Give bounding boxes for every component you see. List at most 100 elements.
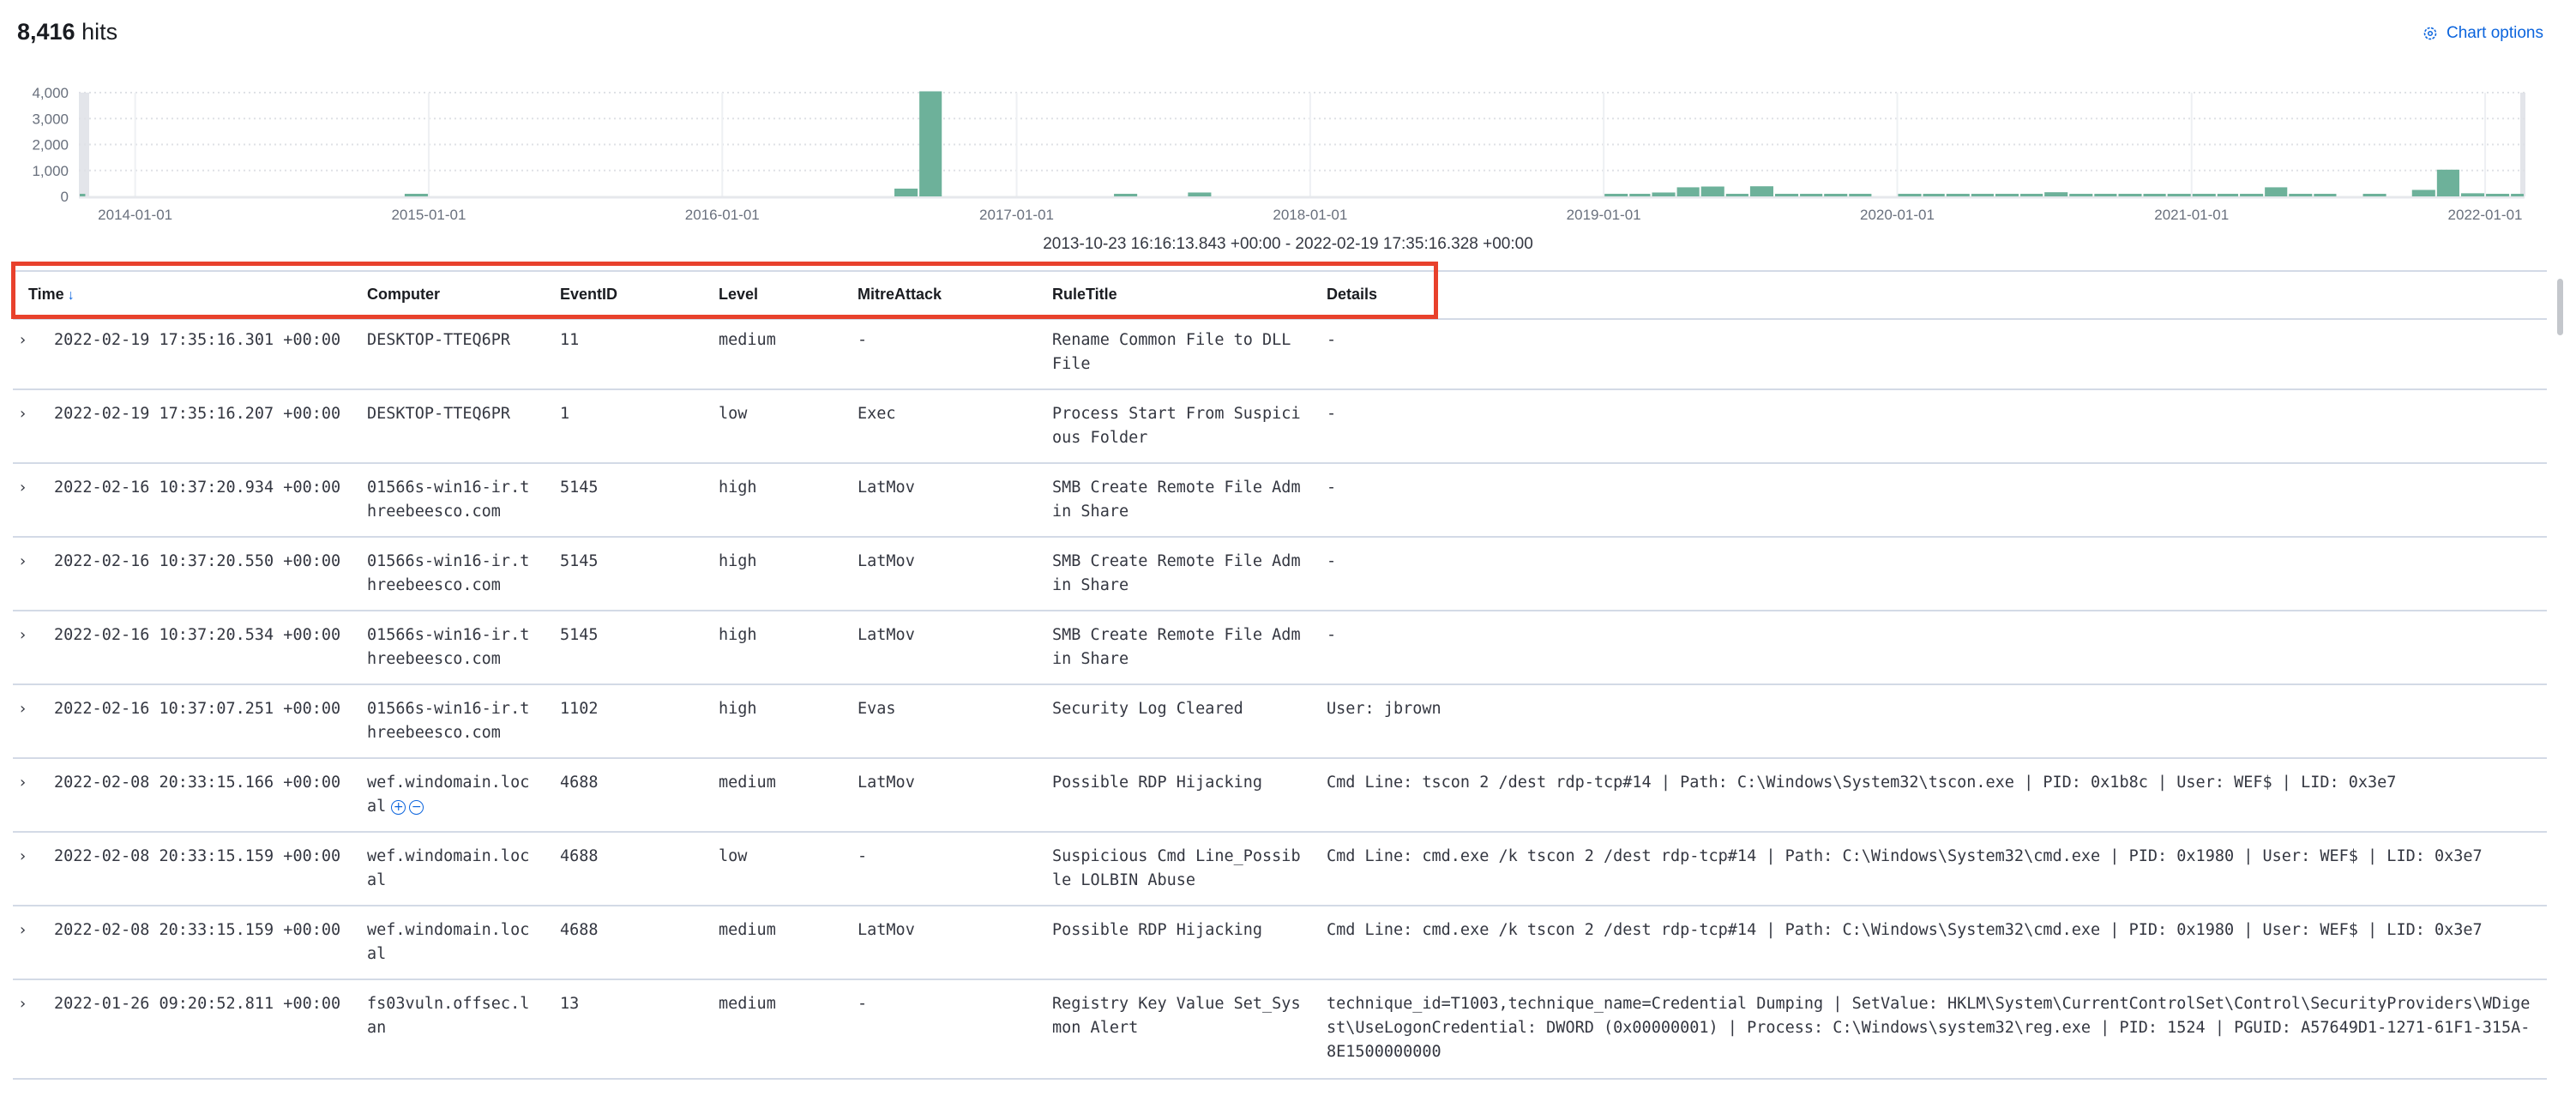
cell-text: Cmd Line: cmd.exe /k tscon 2 /dest rdp-t… <box>1327 921 2483 939</box>
filter-out-icon[interactable]: − <box>409 799 424 815</box>
histogram-bar[interactable] <box>1652 192 1676 196</box>
histogram-bar[interactable] <box>1946 193 1970 196</box>
table-row[interactable]: › 2022-02-19 17:35:16.301 +00:00 DESKTOP-T… <box>13 316 2547 390</box>
scrollbar[interactable] <box>2557 279 2563 335</box>
histogram-bar[interactable] <box>1749 186 1773 196</box>
column-header-details[interactable]: Details <box>1327 286 1378 303</box>
histogram-bar[interactable] <box>1725 193 1748 196</box>
cell-time: 2022-01-26 09:20:52.811 +00:00 <box>54 992 371 1016</box>
expand-chevron-icon[interactable]: › <box>20 331 27 349</box>
cell-text: high <box>719 479 757 497</box>
histogram-bar[interactable] <box>1849 193 1872 196</box>
histogram-bar[interactable] <box>404 193 428 196</box>
histogram-bar[interactable] <box>2044 192 2068 196</box>
histogram-chart[interactable]: 0 1,000 2,000 3,000 4,000 2014-01-01 2015-01-0… <box>0 77 2576 232</box>
histogram-bar[interactable] <box>2314 193 2337 196</box>
histogram-bar[interactable] <box>2265 187 2288 196</box>
cell-text: LatMov <box>858 626 915 644</box>
histogram-bar[interactable] <box>2240 193 2264 196</box>
histogram-bar[interactable] <box>1774 193 1799 196</box>
histogram-bar[interactable] <box>2460 193 2485 196</box>
histogram-bar[interactable] <box>2289 193 2313 196</box>
histogram-bar[interactable] <box>2511 193 2524 196</box>
filter-for-icon[interactable]: + <box>391 799 406 815</box>
histogram-bar[interactable] <box>1995 193 2019 196</box>
histogram-bar[interactable] <box>1824 193 1848 196</box>
column-header-level[interactable]: Level <box>719 286 759 303</box>
histogram-bar[interactable] <box>1188 192 1212 196</box>
histogram-bar[interactable] <box>1676 187 1700 196</box>
expand-chevron-icon[interactable]: › <box>20 479 27 497</box>
x-tick-label: 2018-01-01 <box>1273 207 1347 223</box>
cell-text: 4688 <box>560 921 599 939</box>
histogram-bar[interactable] <box>2143 193 2166 196</box>
table-row[interactable]: › 2022-02-16 10:37:20.550 +00:00 01566s-wi… <box>13 538 2547 611</box>
histogram-bar[interactable] <box>2362 193 2386 196</box>
histogram-bar[interactable] <box>2486 193 2510 196</box>
table-row[interactable]: › 2022-02-16 10:37:07.251 +00:00 01566s-wi… <box>13 685 2547 759</box>
expand-chevron-icon[interactable]: › <box>20 995 27 1013</box>
column-header-eventid[interactable]: EventID <box>560 286 618 303</box>
histogram-bar[interactable] <box>1700 186 1724 196</box>
expand-chevron-icon[interactable]: › <box>20 552 27 570</box>
cell-event-id: 5145 <box>560 623 706 647</box>
cell-rule: Possible RDP Hijacking <box>1052 918 1306 942</box>
cell-text: LatMov <box>858 774 915 792</box>
histogram-bar[interactable] <box>2020 193 2043 196</box>
cell-details: - <box>1327 623 2536 647</box>
table-row[interactable]: › 2022-02-16 10:37:20.534 +00:00 01566s-wi… <box>13 611 2547 685</box>
cell-details: technique_id=T1003,technique_name=Creden… <box>1327 992 2536 1064</box>
column-header-mitreattack[interactable]: MitreAttack <box>858 286 942 303</box>
histogram-bar[interactable] <box>1604 193 1628 196</box>
histogram-bar[interactable] <box>1800 193 1823 196</box>
expand-chevron-icon[interactable]: › <box>20 847 27 865</box>
histogram-bar[interactable] <box>80 193 86 196</box>
y-tick-label: 2,000 <box>32 137 69 154</box>
histogram-bar[interactable] <box>1923 193 1945 196</box>
arrow-down-icon[interactable]: ↓ <box>67 288 75 303</box>
histogram-bar[interactable] <box>919 91 942 196</box>
cell-time: 2022-02-19 17:35:16.207 +00:00 <box>54 402 371 426</box>
histogram-bar[interactable] <box>1971 193 1994 196</box>
table-row[interactable]: › 2022-01-26 09:20:52.811 +00:00 fs03vuln.… <box>13 980 2547 1080</box>
expand-chevron-icon[interactable]: › <box>20 774 27 792</box>
histogram-bar[interactable] <box>1898 193 1922 196</box>
histogram-bar[interactable] <box>894 188 918 196</box>
histogram-bar[interactable] <box>2192 193 2216 196</box>
expand-chevron-icon[interactable]: › <box>20 626 27 644</box>
table-row[interactable]: › 2022-02-16 10:37:20.934 +00:00 01566s-wi… <box>13 464 2547 538</box>
histogram-bar[interactable] <box>2118 193 2142 196</box>
cell-time: 2022-02-16 10:37:20.550 +00:00 <box>54 550 371 574</box>
histogram-bar[interactable] <box>2069 193 2093 196</box>
table-row[interactable]: › 2022-02-19 17:35:16.207 +00:00 DESKTOP-T… <box>13 390 2547 464</box>
x-tick-label: 2022-01-01 <box>2448 207 2523 223</box>
column-header-time[interactable]: Time ↓ <box>28 286 75 304</box>
expand-chevron-icon[interactable]: › <box>20 405 27 423</box>
cell-computer: fs03vuln.offsec.lan <box>367 992 539 1040</box>
table-row[interactable]: › 2022-02-08 20:33:15.159 +00:00 wef.windo… <box>13 906 2547 980</box>
x-tick-label: 2015-01-01 <box>391 207 466 223</box>
histogram-bar[interactable] <box>2436 169 2459 196</box>
cell-level: low <box>719 402 847 426</box>
cell-rule: Suspicious Cmd Line_Possible LOLBIN Abus… <box>1052 845 1306 893</box>
histogram-bar[interactable] <box>2411 190 2435 196</box>
expand-chevron-icon[interactable]: › <box>20 921 27 939</box>
hits-count: 8,416 hits <box>17 19 117 45</box>
expand-chevron-icon[interactable]: › <box>20 700 27 718</box>
cell-text: Exec <box>858 405 896 423</box>
column-header-ruletitle[interactable]: RuleTitle <box>1052 286 1117 303</box>
histogram-bar[interactable] <box>2094 193 2117 196</box>
chart-options-button[interactable]: Chart options <box>2423 24 2543 43</box>
cell-rule: Possible RDP Hijacking <box>1052 771 1306 795</box>
time-range-label: 2013-10-23 16:16:13.843 +00:00 - 2022-02… <box>1043 235 1533 253</box>
histogram-bar[interactable] <box>1629 193 1651 196</box>
histogram-bar[interactable] <box>2217 193 2239 196</box>
column-header-computer[interactable]: Computer <box>367 286 440 303</box>
histogram-bar[interactable] <box>1114 193 1138 196</box>
cell-time: 2022-02-16 10:37:07.251 +00:00 <box>54 697 371 721</box>
cell-text: Suspicious Cmd Line_Possible LOLBIN Abus… <box>1052 847 1301 889</box>
column-label: Time <box>28 286 64 303</box>
table-row[interactable]: › 2022-02-08 20:33:15.159 +00:00 wef.windo… <box>13 833 2547 906</box>
histogram-bar[interactable] <box>2167 193 2191 196</box>
table-row[interactable]: › 2022-02-08 20:33:15.166 +00:00 wef.windo… <box>13 759 2547 833</box>
